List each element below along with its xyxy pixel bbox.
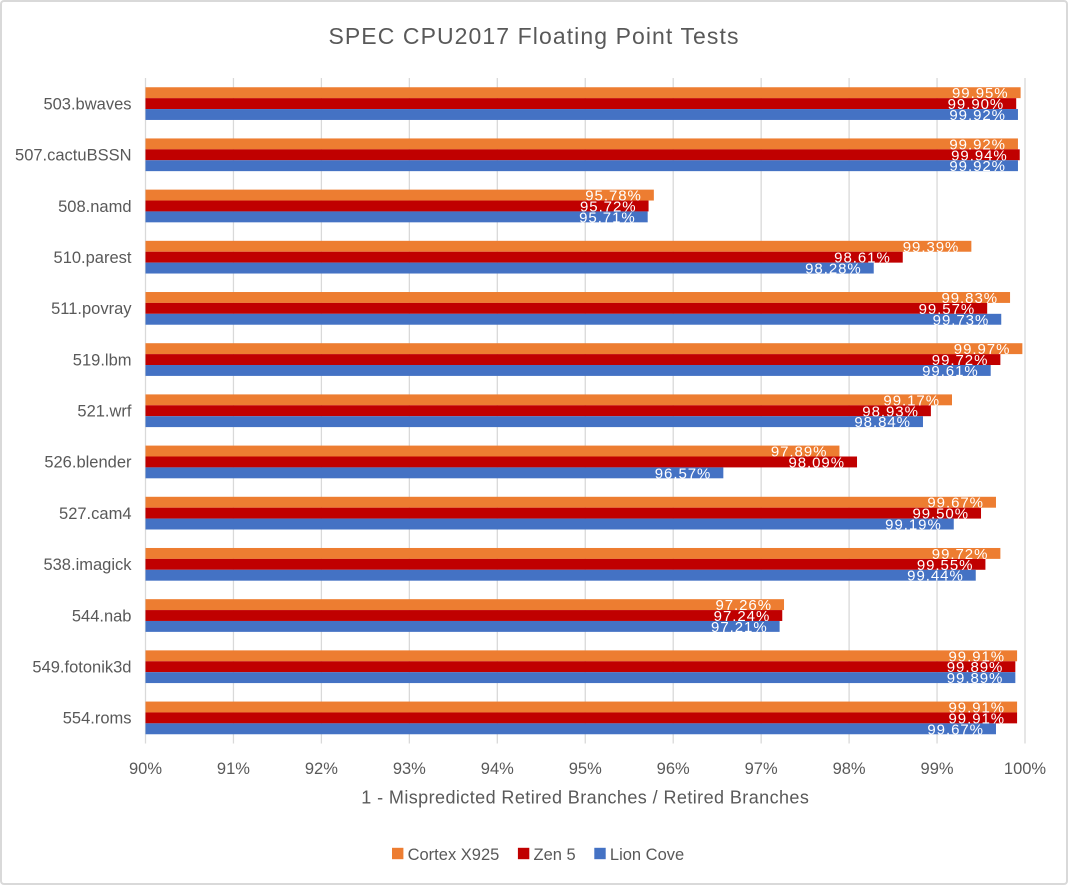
svg-text:95.72%: 95.72% (580, 198, 637, 215)
svg-text:99.50%: 99.50% (912, 506, 969, 523)
svg-text:99.90%: 99.90% (948, 96, 1005, 113)
svg-text:99.91%: 99.91% (949, 648, 1006, 665)
svg-text:97.21%: 97.21% (711, 619, 768, 636)
svg-text:503.bwaves: 503.bwaves (43, 95, 131, 113)
svg-text:99.44%: 99.44% (907, 568, 964, 585)
svg-text:95.78%: 95.78% (585, 188, 642, 205)
svg-text:97%: 97% (745, 760, 778, 778)
svg-text:549.fotonik3d: 549.fotonik3d (32, 659, 131, 677)
svg-text:99.91%: 99.91% (949, 700, 1006, 717)
svg-text:98.09%: 98.09% (788, 454, 845, 471)
svg-text:95.71%: 95.71% (579, 209, 636, 226)
svg-text:99.61%: 99.61% (922, 363, 979, 380)
svg-text:98.84%: 98.84% (854, 414, 911, 431)
svg-text:544.nab: 544.nab (72, 607, 132, 625)
svg-text:98.93%: 98.93% (862, 403, 919, 420)
svg-text:99.95%: 99.95% (952, 85, 1009, 102)
svg-text:92%: 92% (305, 760, 338, 778)
svg-text:91%: 91% (217, 760, 250, 778)
svg-text:Cortex X925: Cortex X925 (408, 846, 500, 864)
svg-text:511.povray: 511.povray (51, 300, 132, 318)
svg-text:100%: 100% (1004, 760, 1047, 778)
svg-text:526.blender: 526.blender (44, 454, 132, 472)
svg-text:538.imagick: 538.imagick (43, 556, 132, 574)
svg-text:508.namd: 508.namd (58, 198, 131, 216)
svg-text:SPEC CPU2017 Floating Point Te: SPEC CPU2017 Floating Point Tests (328, 23, 739, 49)
svg-text:521.wrf: 521.wrf (77, 403, 132, 421)
svg-text:527.cam4: 527.cam4 (59, 505, 131, 523)
svg-text:98%: 98% (833, 760, 866, 778)
svg-text:96%: 96% (657, 760, 690, 778)
svg-text:99.92%: 99.92% (949, 158, 1006, 175)
svg-text:510.parest: 510.parest (54, 249, 132, 267)
svg-text:96.57%: 96.57% (655, 465, 712, 482)
svg-text:98.28%: 98.28% (805, 261, 862, 278)
svg-text:99.55%: 99.55% (917, 557, 974, 574)
svg-text:99.83%: 99.83% (941, 290, 998, 307)
svg-text:93%: 93% (393, 760, 426, 778)
svg-text:99.92%: 99.92% (949, 107, 1006, 124)
svg-text:1 - Mispredicted Retired Branc: 1 - Mispredicted Retired Branches / Reti… (361, 788, 809, 808)
svg-text:99.17%: 99.17% (883, 392, 940, 409)
svg-text:99.67%: 99.67% (927, 721, 984, 738)
svg-text:Lion Cove: Lion Cove (610, 846, 684, 864)
svg-text:99.89%: 99.89% (947, 670, 1004, 687)
svg-text:98.61%: 98.61% (834, 250, 891, 267)
svg-text:99%: 99% (921, 760, 954, 778)
svg-text:97.26%: 97.26% (715, 597, 772, 614)
svg-text:97.24%: 97.24% (714, 608, 771, 625)
svg-text:99.19%: 99.19% (885, 517, 942, 534)
svg-text:99.97%: 99.97% (954, 341, 1011, 358)
svg-text:95%: 95% (569, 760, 602, 778)
svg-text:99.72%: 99.72% (932, 352, 989, 369)
svg-text:99.67%: 99.67% (927, 495, 984, 512)
svg-text:99.73%: 99.73% (933, 312, 990, 329)
svg-text:99.94%: 99.94% (951, 147, 1008, 164)
svg-text:99.39%: 99.39% (903, 239, 960, 256)
svg-text:99.57%: 99.57% (919, 301, 976, 318)
svg-text:507.cactuBSSN: 507.cactuBSSN (15, 147, 131, 165)
svg-text:94%: 94% (481, 760, 514, 778)
svg-text:90%: 90% (129, 760, 162, 778)
svg-text:554.roms: 554.roms (63, 710, 132, 728)
svg-text:99.89%: 99.89% (947, 659, 1004, 676)
svg-text:99.92%: 99.92% (949, 136, 1006, 153)
svg-text:99.91%: 99.91% (949, 710, 1006, 727)
svg-text:97.89%: 97.89% (771, 444, 828, 461)
svg-text:99.72%: 99.72% (932, 546, 989, 563)
svg-text:519.lbm: 519.lbm (73, 351, 132, 369)
svg-text:Zen 5: Zen 5 (534, 846, 576, 864)
